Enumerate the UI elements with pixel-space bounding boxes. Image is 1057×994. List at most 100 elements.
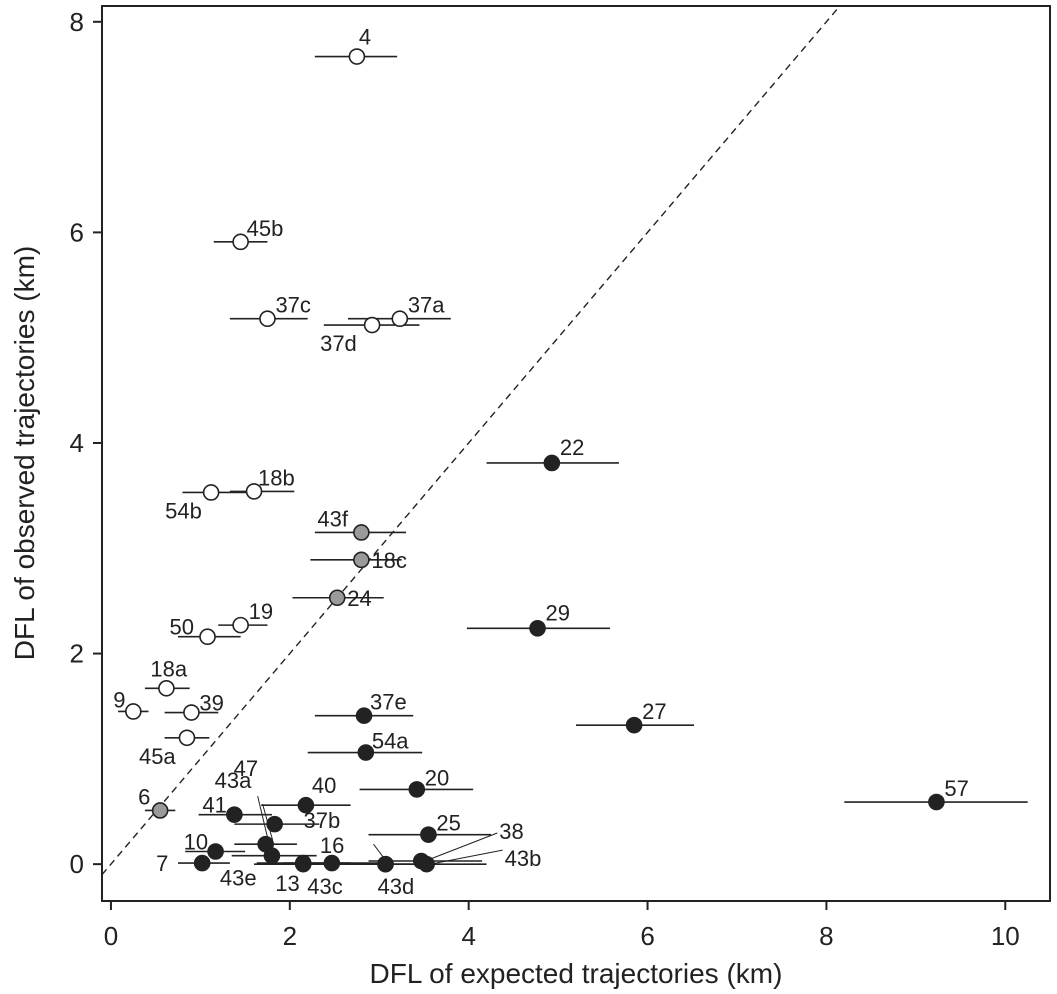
point-label: 4	[359, 25, 371, 50]
point-label: 54b	[165, 498, 202, 523]
data-point	[420, 826, 437, 843]
y-tick-label: 6	[70, 217, 84, 247]
point-label: 37b	[304, 808, 341, 833]
data-point	[391, 310, 409, 328]
point-label: 40	[312, 773, 336, 798]
point-label: 37a	[408, 293, 445, 318]
identity-reference-line	[101, 5, 841, 876]
y-tick-label: 8	[70, 7, 84, 37]
leader-line	[257, 796, 269, 839]
point-label: 29	[546, 600, 570, 625]
data-point	[178, 729, 196, 747]
point-label: 19	[249, 599, 273, 624]
point-label: 13	[275, 871, 299, 896]
data-point	[266, 815, 283, 833]
point-label: 9	[113, 687, 125, 712]
data-point	[353, 524, 370, 541]
data-point	[199, 628, 216, 646]
data-point	[323, 854, 341, 872]
data-point	[355, 707, 373, 724]
data-point	[328, 589, 346, 607]
point-label: 25	[436, 811, 460, 836]
x-tick-label: 4	[461, 921, 475, 951]
x-tick-label: 6	[640, 921, 654, 951]
point-label: 45b	[247, 216, 284, 241]
point-label: 16	[320, 833, 344, 858]
point-label: 47	[234, 756, 258, 781]
point-label: 37c	[275, 293, 310, 318]
data-point	[408, 781, 426, 798]
point-label: 10	[184, 830, 208, 855]
data-point	[357, 744, 375, 761]
data-point	[625, 716, 643, 734]
data-point	[207, 843, 224, 860]
data-point	[232, 616, 249, 634]
point-label: 39	[199, 691, 223, 716]
point-label: 41	[202, 793, 226, 818]
y-tick-label: 2	[70, 639, 84, 669]
point-label: 45a	[139, 744, 176, 769]
x-axis-title: DFL of expected trajectories (km)	[370, 958, 783, 989]
data-point	[363, 316, 381, 334]
point-label: 22	[560, 435, 584, 460]
error-bars	[118, 55, 1028, 865]
x-tick-label: 2	[283, 921, 297, 951]
data-point	[294, 855, 312, 873]
point-label: 6	[138, 784, 150, 809]
point-label: 24	[347, 586, 371, 611]
point-label: 20	[425, 765, 449, 790]
data-points	[125, 48, 945, 873]
leader-line	[262, 804, 274, 841]
point-label: 37d	[320, 331, 357, 356]
plot-frame	[101, 5, 1051, 902]
x-tick-label: 8	[819, 921, 833, 951]
data-point	[263, 847, 281, 865]
data-point	[259, 310, 276, 328]
y-tick-label: 0	[70, 849, 84, 879]
data-point	[245, 483, 263, 500]
point-label: 43e	[220, 866, 257, 891]
point-label: 43c	[307, 874, 342, 899]
point-label: 38	[499, 819, 523, 844]
y-axis-title: DFL of observed trajectories (km)	[9, 246, 40, 660]
data-point	[297, 796, 315, 814]
data-point	[353, 551, 370, 569]
point-label: 50	[170, 615, 194, 640]
data-point	[226, 806, 243, 823]
leader-line	[425, 832, 498, 862]
point-label: 43b	[505, 846, 542, 871]
data-point	[529, 619, 546, 637]
x-axis: 0 2 4 6 8 10	[104, 901, 1020, 951]
data-point	[348, 48, 366, 65]
point-label: 18c	[371, 548, 406, 573]
leader-line	[430, 849, 503, 865]
data-point	[418, 855, 435, 873]
point-label: 7	[156, 851, 168, 876]
point-label: 27	[642, 699, 666, 724]
leader-line	[373, 843, 386, 861]
point-label: 18b	[258, 465, 295, 490]
point-label: 43f	[317, 506, 348, 531]
data-point	[183, 704, 200, 721]
data-point	[377, 855, 394, 873]
point-label: 37e	[370, 690, 407, 715]
data-point	[125, 703, 142, 720]
data-point	[202, 484, 220, 501]
data-point	[193, 854, 211, 872]
point-label: 18a	[150, 656, 187, 681]
point-labels: 4 45b 37c 37a 37d 18b 54b 19 50 18a 9 39 45a 43f 18c24…	[113, 25, 969, 900]
point-label: 43a	[215, 768, 252, 793]
data-point	[158, 680, 175, 697]
x-tick-label: 0	[104, 921, 118, 951]
point-label: 54a	[372, 729, 409, 754]
y-axis: 0 2 4 6 8	[70, 7, 102, 879]
data-point	[232, 233, 249, 251]
x-tick-label: 10	[991, 921, 1020, 951]
data-point	[928, 793, 945, 811]
y-tick-label: 4	[70, 428, 84, 458]
point-label: 57	[944, 776, 968, 801]
data-point	[151, 802, 169, 819]
point-label: 43d	[378, 874, 415, 899]
data-point	[543, 454, 561, 472]
